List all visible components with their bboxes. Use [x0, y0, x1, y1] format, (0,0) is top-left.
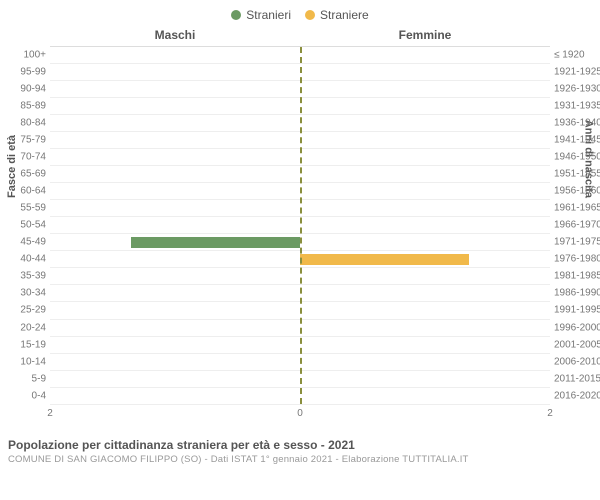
age-tick: 65-69 [14, 169, 46, 180]
birth-tick: 2011-2015 [554, 373, 600, 384]
plot-area: 100+≤ 192095-991921-192590-941926-193085… [50, 46, 550, 404]
x-tick: 2 [547, 408, 553, 419]
age-tick: 15-19 [14, 339, 46, 350]
chart-footer: Popolazione per cittadinanza straniera p… [0, 428, 600, 465]
age-tick: 90-94 [14, 84, 46, 95]
birth-tick: 1956-1960 [554, 186, 600, 197]
age-tick: 60-64 [14, 186, 46, 197]
birth-tick: 1951-1955 [554, 169, 600, 180]
legend-label-female: Straniere [320, 8, 369, 22]
birth-tick: 1976-1980 [554, 254, 600, 265]
birth-tick: ≤ 1920 [554, 50, 600, 61]
age-tick: 0-4 [14, 390, 46, 401]
birth-tick: 1931-1935 [554, 101, 600, 112]
legend-swatch-female [305, 10, 315, 20]
birth-tick: 1996-2000 [554, 322, 600, 333]
age-tick: 85-89 [14, 101, 46, 112]
center-axis-line [300, 47, 302, 404]
birth-tick: 1991-1995 [554, 305, 600, 316]
age-tick: 100+ [14, 50, 46, 61]
birth-tick: 2016-2020 [554, 390, 600, 401]
birth-tick: 1986-1990 [554, 288, 600, 299]
column-title-male: Maschi [50, 28, 300, 42]
x-axis-ticks: 2 0 2 [50, 408, 550, 422]
age-tick: 5-9 [14, 373, 46, 384]
age-tick: 95-99 [14, 67, 46, 78]
birth-tick: 2001-2005 [554, 339, 600, 350]
birth-tick: 1926-1930 [554, 84, 600, 95]
age-tick: 30-34 [14, 288, 46, 299]
bar-female [300, 254, 469, 265]
x-tick: 2 [47, 408, 53, 419]
age-tick: 35-39 [14, 271, 46, 282]
chart-container: Stranieri Straniere Maschi Femmine Fasce… [0, 0, 600, 500]
chart-area: Maschi Femmine Fasce di età Anni di nasc… [50, 28, 550, 428]
age-tick: 40-44 [14, 254, 46, 265]
age-tick: 80-84 [14, 118, 46, 129]
birth-tick: 1941-1945 [554, 135, 600, 146]
bar-male [131, 237, 300, 248]
legend-swatch-male [231, 10, 241, 20]
birth-tick: 1921-1925 [554, 67, 600, 78]
age-tick: 75-79 [14, 135, 46, 146]
birth-tick: 1961-1965 [554, 203, 600, 214]
birth-tick: 1936-1940 [554, 118, 600, 129]
age-tick: 45-49 [14, 237, 46, 248]
age-tick: 55-59 [14, 203, 46, 214]
birth-tick: 1971-1975 [554, 237, 600, 248]
age-tick: 20-24 [14, 322, 46, 333]
legend-label-male: Stranieri [246, 8, 291, 22]
legend-item-female: Straniere [305, 8, 369, 22]
age-tick: 50-54 [14, 220, 46, 231]
x-tick: 0 [297, 408, 303, 419]
age-tick: 70-74 [14, 152, 46, 163]
legend-item-male: Stranieri [231, 8, 291, 22]
chart-title: Popolazione per cittadinanza straniera p… [8, 438, 592, 452]
birth-tick: 1981-1985 [554, 271, 600, 282]
birth-tick: 2006-2010 [554, 356, 600, 367]
age-tick: 25-29 [14, 305, 46, 316]
chart-subtitle: COMUNE DI SAN GIACOMO FILIPPO (SO) - Dat… [8, 454, 592, 465]
column-title-female: Femmine [300, 28, 550, 42]
age-tick: 10-14 [14, 356, 46, 367]
birth-tick: 1966-1970 [554, 220, 600, 231]
legend: Stranieri Straniere [0, 8, 600, 22]
birth-tick: 1946-1950 [554, 152, 600, 163]
